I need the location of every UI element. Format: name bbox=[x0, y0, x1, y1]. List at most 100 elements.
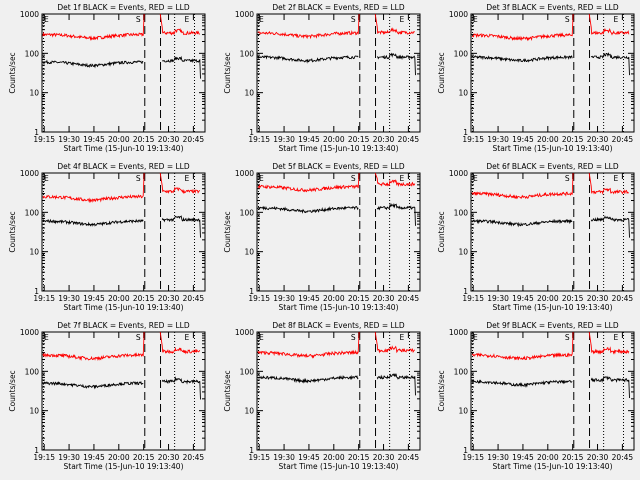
y-tick-label: 1 bbox=[34, 287, 39, 296]
x-tick-label: 19:45 bbox=[512, 135, 534, 144]
x-tick-label: 19:30 bbox=[273, 453, 295, 462]
x-tick-label: 19:45 bbox=[83, 135, 105, 144]
y-tick-label: 1000 bbox=[235, 328, 254, 337]
y-tick-label: 1 bbox=[249, 128, 254, 137]
plot-frame bbox=[41, 13, 206, 133]
marker-e-left: E bbox=[259, 15, 264, 24]
y-tick-label: 1 bbox=[249, 446, 254, 455]
marker-e-right: E bbox=[400, 333, 405, 342]
panel-title: Det 4f BLACK = Events, RED = LLD bbox=[57, 162, 190, 171]
x-tick-label: 19:15 bbox=[462, 294, 484, 303]
y-tick-label: 10 bbox=[244, 248, 254, 257]
y-tick-label: 100 bbox=[25, 49, 40, 58]
marker-s: S bbox=[351, 333, 356, 342]
y-tick-label: 1000 bbox=[449, 169, 468, 178]
x-tick-label: 20:45 bbox=[183, 453, 205, 462]
plot-frame bbox=[256, 172, 421, 292]
y-tick-label: 10 bbox=[29, 248, 39, 257]
x-tick-label: 19:45 bbox=[83, 294, 105, 303]
x-tick-label: 19:45 bbox=[512, 294, 534, 303]
plot-frame bbox=[470, 331, 635, 451]
detector-panel-9: Det 9f BLACK = Events, RED = LLD 1 10 100 10… bbox=[437, 321, 635, 471]
x-tick-label: 20:00 bbox=[537, 135, 559, 144]
marker-e-left: E bbox=[473, 333, 478, 342]
y-axis-label: Counts/sec bbox=[8, 52, 17, 93]
events-rate-line bbox=[471, 52, 630, 76]
x-tick-label: 20:15 bbox=[133, 135, 155, 144]
panel-title: Det 8f BLACK = Events, RED = LLD bbox=[272, 321, 405, 330]
x-tick-label: 19:15 bbox=[33, 135, 55, 144]
marker-s: S bbox=[351, 15, 356, 24]
x-tick-label: 20:15 bbox=[133, 294, 155, 303]
x-tick-label: 19:15 bbox=[33, 294, 55, 303]
x-tick-label: 20:45 bbox=[183, 135, 205, 144]
x-tick-label: 20:30 bbox=[373, 453, 395, 462]
y-tick-label: 10 bbox=[29, 89, 39, 98]
y-tick-label: 1000 bbox=[235, 10, 254, 19]
detector-panel-4: Det 4f BLACK = Events, RED = LLD 1 10 100 10… bbox=[8, 162, 206, 312]
x-tick-label: 19:30 bbox=[487, 453, 509, 462]
y-tick-label: 100 bbox=[25, 367, 40, 376]
y-tick-label: 1000 bbox=[20, 10, 39, 19]
y-tick-label: 1 bbox=[463, 446, 468, 455]
events-rate-line bbox=[471, 375, 630, 399]
x-tick-label: 19:30 bbox=[273, 135, 295, 144]
x-axis-label: Start Time (15-Jun-10 19:13:40) bbox=[64, 462, 184, 471]
x-tick-label: 19:15 bbox=[462, 135, 484, 144]
y-tick-label: 100 bbox=[25, 208, 40, 217]
marker-e-left: E bbox=[259, 174, 264, 183]
plot-frame bbox=[256, 13, 421, 133]
lld-rate-line bbox=[257, 172, 416, 193]
y-tick-label: 10 bbox=[458, 248, 468, 257]
x-tick-label: 19:30 bbox=[487, 294, 509, 303]
plot-frame bbox=[470, 13, 635, 133]
x-axis-label: Start Time (15-Jun-10 19:13:40) bbox=[493, 303, 613, 312]
x-tick-label: 20:00 bbox=[323, 453, 345, 462]
x-tick-label: 20:30 bbox=[158, 135, 180, 144]
panel-title: Det 6f BLACK = Events, RED = LLD bbox=[486, 162, 619, 171]
x-tick-label: 19:30 bbox=[58, 135, 80, 144]
y-tick-label: 1 bbox=[463, 287, 468, 296]
y-tick-label: 100 bbox=[454, 208, 469, 217]
y-tick-label: 10 bbox=[244, 89, 254, 98]
x-axis-label: Start Time (15-Jun-10 19:13:40) bbox=[279, 144, 399, 153]
lld-rate-line bbox=[471, 13, 630, 42]
x-tick-label: 20:30 bbox=[158, 294, 180, 303]
events-rate-line bbox=[257, 52, 416, 76]
x-tick-label: 19:45 bbox=[298, 294, 320, 303]
panel-title: Det 2f BLACK = Events, RED = LLD bbox=[272, 3, 405, 12]
detector-panel-1: Det 1f BLACK = Events, RED = LLD 1 10 100 10… bbox=[8, 3, 206, 153]
x-tick-label: 20:45 bbox=[398, 294, 420, 303]
x-tick-label: 20:30 bbox=[587, 135, 609, 144]
x-tick-label: 20:15 bbox=[348, 453, 370, 462]
detector-panel-5: Det 5f BLACK = Events, RED = LLD 1 10 100 10… bbox=[223, 162, 421, 312]
detector-panel-2: Det 2f BLACK = Events, RED = LLD 1 10 100 10… bbox=[223, 3, 421, 153]
y-axis-label: Counts/sec bbox=[223, 52, 232, 93]
x-tick-label: 20:00 bbox=[108, 135, 130, 144]
x-tick-label: 20:30 bbox=[158, 453, 180, 462]
plot-frame bbox=[470, 172, 635, 292]
marker-s: S bbox=[565, 333, 570, 342]
panel-title: Det 7f BLACK = Events, RED = LLD bbox=[57, 321, 190, 330]
detector-panel-6: Det 6f BLACK = Events, RED = LLD 1 10 100 10… bbox=[437, 162, 635, 312]
y-axis-label: Counts/sec bbox=[437, 211, 446, 252]
x-tick-label: 20:45 bbox=[398, 453, 420, 462]
y-tick-label: 100 bbox=[240, 49, 255, 58]
x-tick-label: 19:15 bbox=[248, 135, 270, 144]
detector-panel-3: Det 3f BLACK = Events, RED = LLD 1 10 100 10… bbox=[437, 3, 635, 153]
detector-panel-7: Det 7f BLACK = Events, RED = LLD 1 10 100 10… bbox=[8, 321, 206, 471]
y-tick-label: 10 bbox=[458, 89, 468, 98]
x-tick-label: 19:15 bbox=[248, 294, 270, 303]
x-tick-label: 20:45 bbox=[612, 135, 634, 144]
marker-s: S bbox=[351, 174, 356, 183]
marker-s: S bbox=[136, 174, 141, 183]
marker-e-right: E bbox=[185, 333, 190, 342]
marker-e-left: E bbox=[44, 333, 49, 342]
marker-e-right: E bbox=[400, 15, 405, 24]
x-tick-label: 20:30 bbox=[373, 135, 395, 144]
lld-rate-line bbox=[257, 13, 415, 40]
marker-e-left: E bbox=[473, 174, 478, 183]
events-rate-line bbox=[471, 215, 630, 238]
x-tick-label: 19:30 bbox=[58, 294, 80, 303]
